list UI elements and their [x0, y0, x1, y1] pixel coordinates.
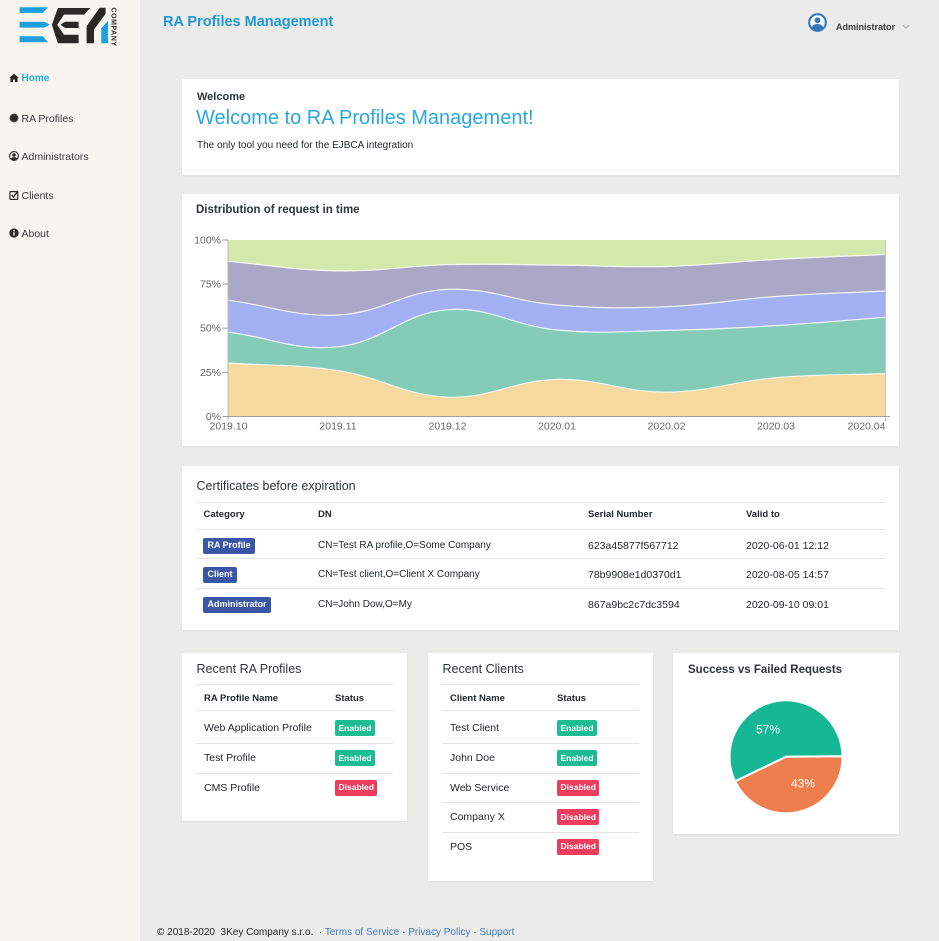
svg-text:57%: 57%: [756, 723, 780, 737]
svg-text:75%: 75%: [200, 279, 221, 291]
svg-text:2020.01: 2020.01: [538, 421, 576, 433]
svg-text:43%: 43%: [791, 777, 815, 791]
svg-text:2019.12: 2019.12: [429, 421, 467, 433]
svg-text:2019.11: 2019.11: [319, 421, 356, 433]
svg-text:100%: 100%: [194, 235, 221, 247]
svg-text:COMPANY: COMPANY: [110, 8, 117, 47]
svg-text:2020.02: 2020.02: [648, 421, 686, 433]
svg-text:2019.10: 2019.10: [210, 421, 248, 433]
svg-text:2020.03: 2020.03: [757, 421, 795, 433]
svg-text:2020.04: 2020.04: [848, 421, 886, 433]
svg-text:25%: 25%: [200, 367, 221, 379]
svg-text:50%: 50%: [200, 323, 221, 335]
svg-text:0%: 0%: [206, 411, 221, 423]
